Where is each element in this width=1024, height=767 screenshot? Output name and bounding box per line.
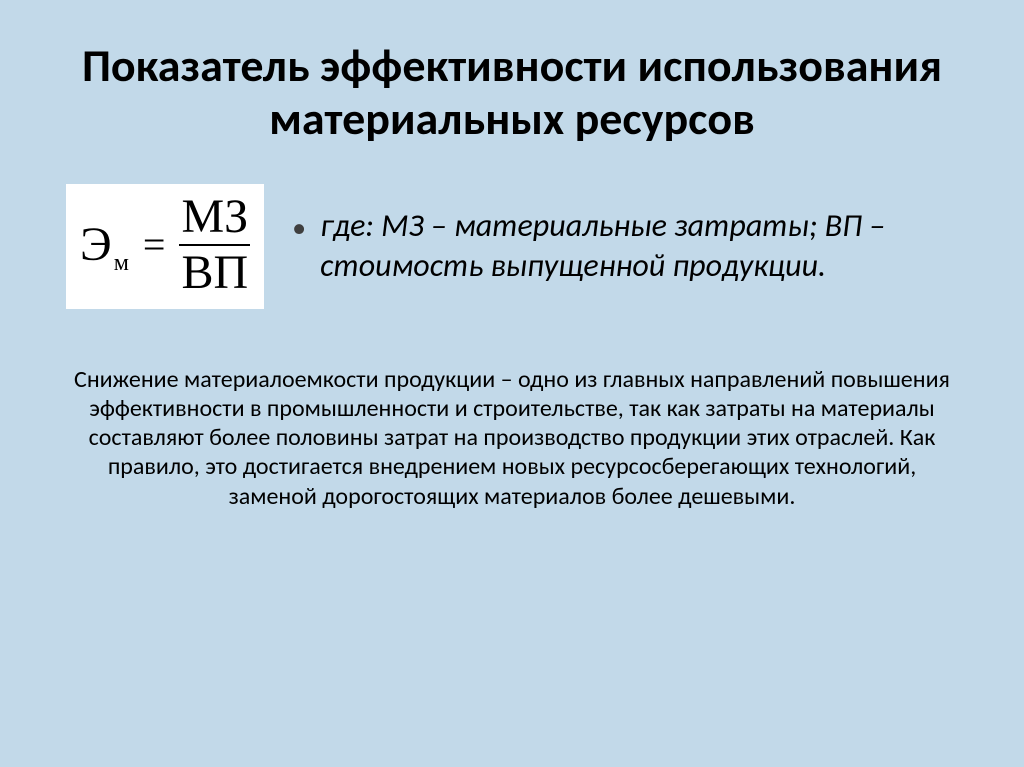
formula-box: Э м = МЗ ВП [66, 184, 264, 309]
content-row: Э м = МЗ ВП • где: МЗ – материальные зат… [48, 184, 976, 309]
formula-lhs: Э м [80, 221, 129, 269]
formula-denominator: ВП [179, 248, 250, 298]
formula-subscript: м [114, 251, 129, 275]
formula-numerator: МЗ [179, 192, 250, 242]
formula-symbol: Э [80, 221, 112, 269]
legend-text: где: МЗ – материальные затраты; ВП – сто… [320, 206, 958, 286]
formula: Э м = МЗ ВП [80, 192, 250, 299]
slide-title: Показатель эффективности использования м… [48, 40, 976, 146]
formula-equals: = [143, 225, 166, 265]
formula-fraction: МЗ ВП [179, 192, 250, 299]
slide: Показатель эффективности использования м… [0, 0, 1024, 767]
legend-block: • где: МЗ – материальные затраты; ВП – с… [292, 206, 958, 286]
bullet-icon: • [292, 206, 306, 245]
footnote-text: Снижение материалоемкости продукции – од… [48, 365, 976, 511]
